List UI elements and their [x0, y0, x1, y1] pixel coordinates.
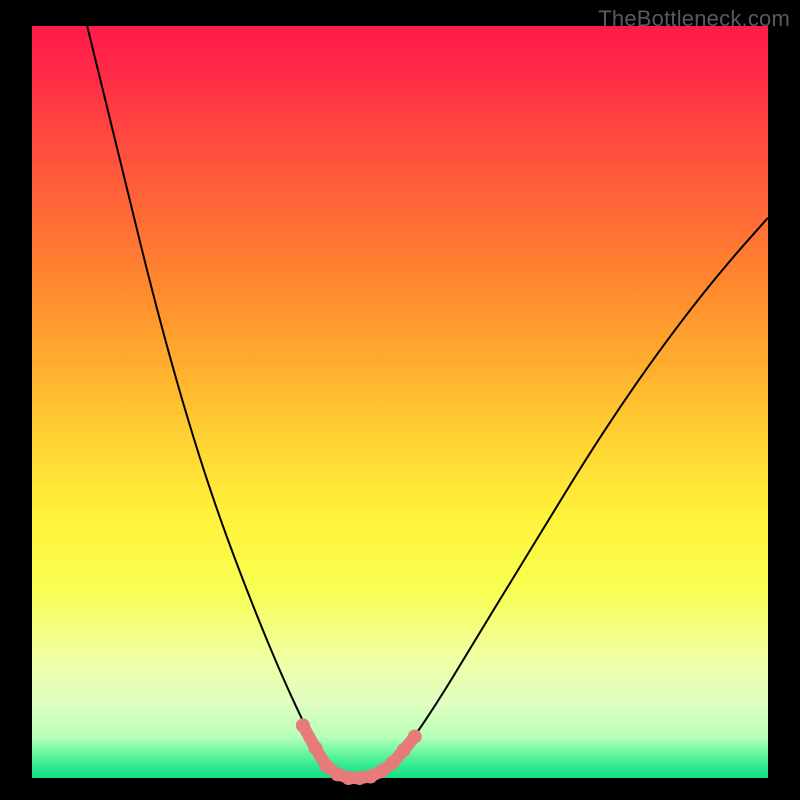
- highlight-marker: [375, 764, 389, 778]
- watermark-text: TheBottleneck.com: [598, 6, 790, 32]
- highlight-marker: [397, 743, 411, 757]
- highlight-marker: [296, 718, 310, 732]
- highlight-marker: [319, 759, 333, 773]
- highlight-marker: [386, 756, 400, 770]
- highlight-marker: [408, 730, 422, 744]
- chart-container: { "watermark": { "text": "TheBottleneck.…: [0, 0, 800, 800]
- bottleneck-chart: [0, 0, 800, 800]
- highlight-marker: [308, 741, 322, 755]
